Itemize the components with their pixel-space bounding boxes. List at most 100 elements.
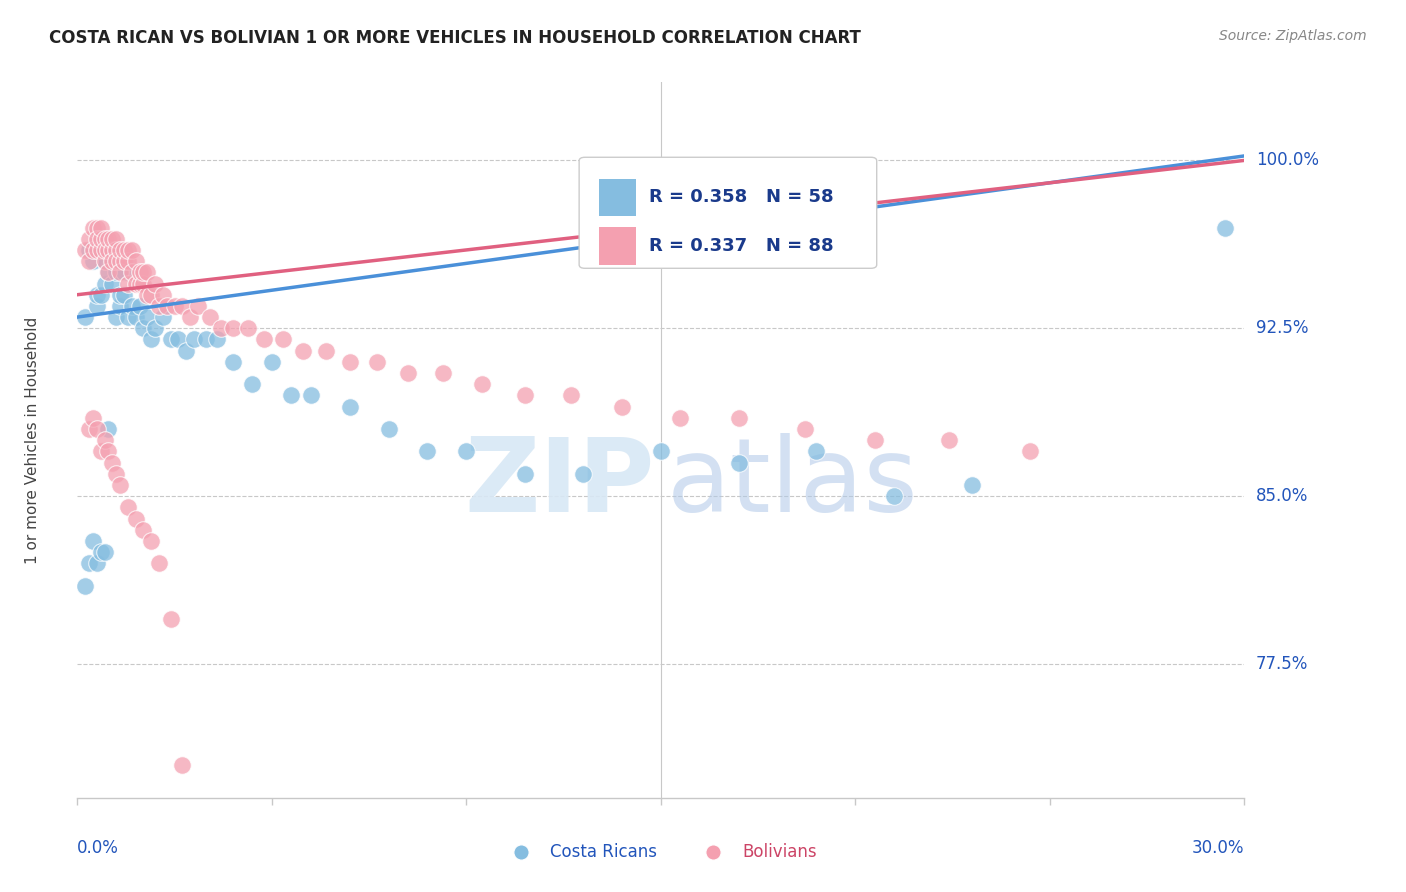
Point [167, 333, 190, 347]
Text: 100.0%: 100.0% [1256, 152, 1319, 169]
Point [163, 299, 186, 313]
Text: 77.5%: 77.5% [1256, 655, 1309, 673]
Point [93, 232, 115, 246]
FancyBboxPatch shape [599, 178, 637, 216]
Point [108, 243, 131, 257]
Point [97, 243, 120, 257]
Point [105, 310, 128, 324]
Point [650, 444, 672, 458]
Text: R = 0.358   N = 58: R = 0.358 N = 58 [650, 188, 834, 206]
Point [93, 243, 115, 257]
Point [108, 478, 131, 492]
Point [396, 366, 419, 380]
Point [198, 310, 221, 324]
Point [112, 287, 135, 301]
Point [456, 444, 478, 458]
Point [105, 467, 128, 481]
Point [280, 388, 302, 402]
Point [143, 321, 166, 335]
Point [90, 232, 112, 246]
Point [97, 444, 120, 458]
Point [136, 265, 159, 279]
Point [128, 299, 150, 313]
Point [108, 299, 131, 313]
Point [124, 254, 148, 268]
Point [105, 254, 128, 268]
Text: Bolivians: Bolivians [742, 843, 817, 861]
Point [159, 612, 181, 626]
Point [377, 422, 399, 436]
Text: ZIP: ZIP [464, 433, 655, 533]
Point [159, 333, 181, 347]
Point [101, 243, 124, 257]
Point [128, 265, 150, 279]
Point [143, 277, 166, 291]
Point [194, 333, 217, 347]
Text: 85.0%: 85.0% [1256, 487, 1309, 505]
Point [183, 333, 205, 347]
Point [101, 277, 124, 291]
Point [124, 277, 148, 291]
Point [152, 287, 174, 301]
Text: 0.0%: 0.0% [77, 838, 120, 856]
Point [93, 433, 115, 447]
Point [172, 757, 194, 772]
Point [108, 254, 131, 268]
Point [86, 232, 108, 246]
Point [97, 265, 120, 279]
Point [572, 467, 595, 481]
Point [793, 422, 815, 436]
Point [117, 310, 139, 324]
Point [291, 343, 314, 358]
Point [148, 299, 170, 313]
Point [727, 410, 749, 425]
Point [93, 254, 115, 268]
Point [86, 243, 108, 257]
Point [77, 422, 100, 436]
Point [179, 310, 201, 324]
Point [82, 220, 104, 235]
Point [187, 299, 209, 313]
Point [339, 355, 361, 369]
Point [117, 277, 139, 291]
Point [669, 410, 692, 425]
Point [86, 287, 108, 301]
Point [132, 321, 155, 335]
Point [75, 310, 97, 324]
Point [77, 557, 100, 571]
Point [727, 456, 749, 470]
Point [97, 243, 120, 257]
Point [136, 287, 159, 301]
Point [86, 557, 108, 571]
Text: 1 or more Vehicles in Household: 1 or more Vehicles in Household [25, 317, 41, 564]
Point [141, 287, 163, 301]
Point [132, 523, 155, 537]
Point [121, 265, 143, 279]
Point [75, 243, 97, 257]
Point [86, 299, 108, 313]
Point [97, 265, 120, 279]
Point [82, 410, 104, 425]
Point [101, 456, 124, 470]
Point [299, 388, 322, 402]
Point [124, 511, 148, 525]
Point [82, 533, 104, 548]
Point [152, 310, 174, 324]
Point [141, 333, 163, 347]
Point [315, 343, 337, 358]
Point [222, 321, 245, 335]
Point [112, 265, 135, 279]
Text: Source: ZipAtlas.com: Source: ZipAtlas.com [1219, 29, 1367, 43]
Point [273, 333, 295, 347]
Text: atlas: atlas [666, 433, 918, 533]
Point [471, 377, 494, 392]
Text: 30.0%: 30.0% [1192, 838, 1244, 856]
Point [238, 321, 260, 335]
Point [242, 377, 264, 392]
Point [77, 243, 100, 257]
Point [90, 287, 112, 301]
Point [124, 310, 148, 324]
Point [93, 254, 115, 268]
Point [105, 243, 128, 257]
Point [174, 343, 197, 358]
